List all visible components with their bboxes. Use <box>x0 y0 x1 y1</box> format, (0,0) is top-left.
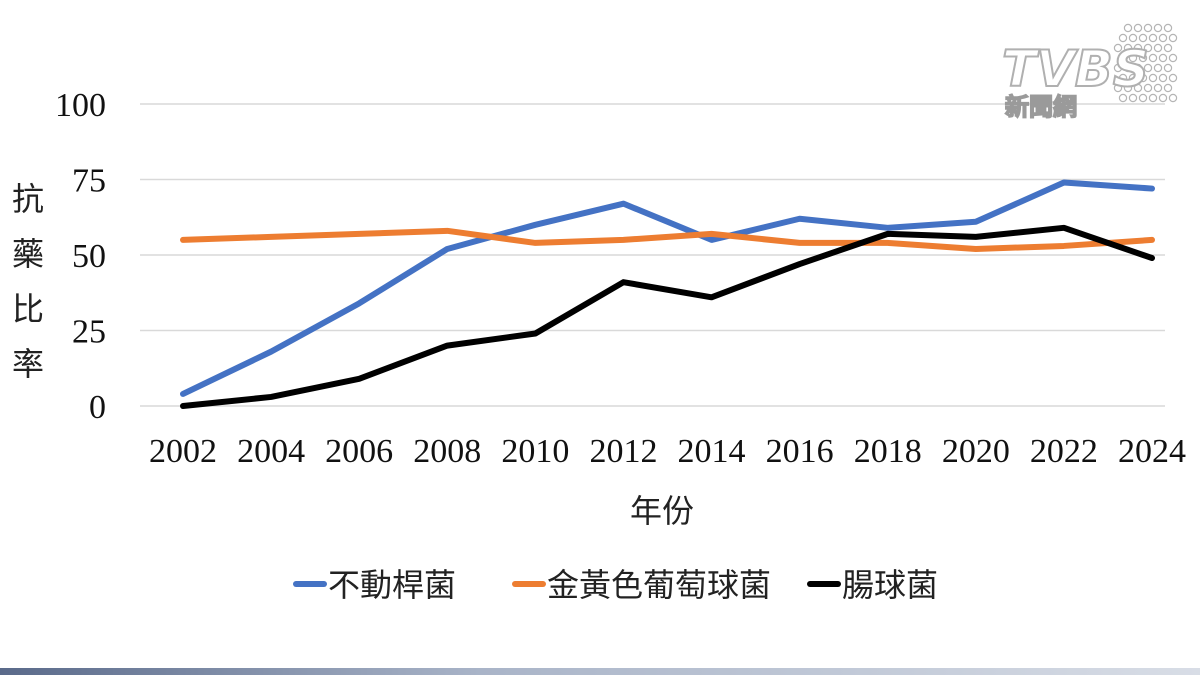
bottom-bar <box>0 668 1200 675</box>
x-tick-label: 2012 <box>589 433 657 470</box>
logo-subtitle: 新聞網 <box>1005 93 1077 121</box>
series-line <box>180 179 1155 397</box>
x-tick-label: 2018 <box>854 433 922 470</box>
logo-brand: TVBS <box>1002 40 1149 98</box>
x-tick-label: 2022 <box>1030 433 1098 470</box>
x-tick-label: 2002 <box>149 433 217 470</box>
y-axis-title: 抗藥比率 <box>12 180 44 383</box>
series-line <box>180 227 1155 252</box>
y-tick-label: 0 <box>89 389 106 426</box>
x-tick-label: 2010 <box>501 433 569 470</box>
logo-dot-pattern-icon <box>1113 23 1178 103</box>
y-tick-label: 50 <box>72 238 106 275</box>
y-tick-label: 75 <box>72 163 106 200</box>
y-tick-labels: 0 25 50 75 100 <box>55 87 106 426</box>
x-tick-label: 2020 <box>942 433 1010 470</box>
x-tick-label: 2024 <box>1118 433 1186 470</box>
x-tick-label: 2006 <box>325 433 393 470</box>
tvbs-logo: TVBS 新聞網 <box>1001 23 1178 122</box>
x-tick-label: 2016 <box>766 433 834 470</box>
series-lines <box>180 179 1155 409</box>
series-line <box>180 224 1155 409</box>
x-tick-label: 2014 <box>678 433 746 470</box>
x-axis-title: 年份 <box>630 492 694 530</box>
legend-label: 金黃色葡萄球菌 <box>547 566 771 604</box>
legend-label: 不動桿菌 <box>328 566 456 604</box>
gridlines <box>140 103 1165 407</box>
y-tick-label: 100 <box>55 87 106 124</box>
x-tick-label: 2008 <box>413 433 481 470</box>
x-tick-label: 2004 <box>237 433 305 470</box>
legend: 不動桿菌 金黃色葡萄球菌 腸球菌 <box>293 566 938 604</box>
y-tick-label: 25 <box>72 314 106 351</box>
x-tick-labels: 2002 2004 2006 2008 2010 2012 2014 2016 2018 2020… <box>149 433 1186 470</box>
legend-label: 腸球菌 <box>842 566 938 604</box>
